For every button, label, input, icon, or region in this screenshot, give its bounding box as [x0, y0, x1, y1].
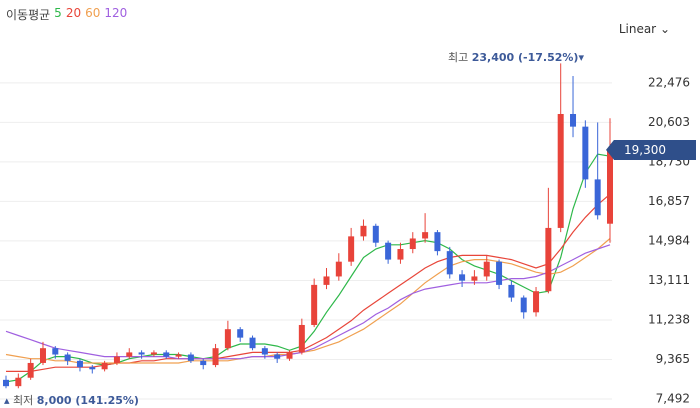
- candle-body: [163, 352, 170, 357]
- candle-body: [76, 360, 83, 368]
- high-label: 최고: [448, 51, 469, 64]
- legend-entry[interactable]: 60: [85, 6, 101, 20]
- candle-body: [409, 238, 416, 250]
- candle-body: [533, 291, 540, 313]
- candle-body: [52, 348, 59, 355]
- candle-body: [311, 284, 318, 325]
- candle-body: [15, 377, 22, 387]
- y-tick-label: 9,365: [656, 352, 690, 366]
- legend-entry[interactable]: 20: [65, 6, 82, 20]
- ma-line: [6, 193, 611, 372]
- ma-line: [5, 244, 611, 360]
- candle-body: [113, 356, 120, 363]
- candle-body: [422, 232, 429, 239]
- candle-body: [39, 348, 46, 363]
- candle-body: [274, 354, 281, 359]
- candle-body: [101, 362, 108, 370]
- candle-body: [594, 179, 601, 216]
- candle-body: [27, 362, 34, 378]
- low-arrow: ▴: [4, 394, 10, 407]
- y-tick-label: 13,111: [648, 273, 690, 287]
- y-tick-label: 11,238: [648, 312, 690, 326]
- legend-entry[interactable]: 5: [54, 6, 62, 20]
- low-label: 최저: [13, 394, 34, 407]
- candle-body: [508, 284, 515, 298]
- last-price-tag: 19,300: [614, 139, 696, 160]
- candle-body: [261, 348, 268, 355]
- legend-entry[interactable]: 120: [104, 6, 128, 20]
- high-text: 23,400 (-17.52%): [471, 51, 579, 64]
- low-annotation: ▴ 최저 8,000 (141.25%): [4, 392, 139, 408]
- candle-body: [545, 227, 552, 292]
- candle-body: [385, 242, 392, 260]
- candle-body: [89, 367, 96, 370]
- scale-toggle[interactable]: Linear ⌄: [619, 22, 670, 36]
- candle-body: [323, 276, 330, 285]
- candle-body: [175, 354, 182, 357]
- candle-body: [212, 348, 219, 366]
- high-arrow: ▾: [578, 51, 584, 64]
- candle-body: [64, 354, 71, 361]
- candle-body: [138, 352, 145, 355]
- high-annotation: 최고 23,400 (-17.52%)▾: [448, 49, 584, 65]
- candle-body: [286, 352, 293, 359]
- candle-body: [3, 379, 9, 387]
- candle-body: [200, 360, 207, 366]
- candle-body: [397, 249, 404, 260]
- y-tick-label: 7,492: [656, 391, 690, 405]
- candle-body: [434, 232, 441, 252]
- candle-body: [150, 352, 157, 355]
- candle-body: [520, 297, 527, 313]
- candle-body: [570, 113, 577, 127]
- candle-body: [607, 149, 613, 224]
- legend: 이동평균 5 20 60 120: [6, 6, 127, 23]
- candle-body: [360, 225, 367, 237]
- candle-body: [582, 126, 589, 180]
- y-tick-label: 22,476: [648, 75, 690, 89]
- candle-body: [459, 274, 466, 281]
- candle-body: [298, 324, 305, 353]
- candle-body: [446, 251, 453, 275]
- low-text: 8,000 (141.25%): [36, 394, 139, 407]
- candle-body: [224, 329, 231, 349]
- scale-label: Linear: [618, 22, 657, 36]
- candle-body: [372, 225, 379, 243]
- candle-body: [249, 337, 256, 349]
- legend-title: 이동평균: [6, 8, 51, 22]
- candle-body: [496, 261, 503, 285]
- y-tick-label: 16,857: [648, 194, 690, 208]
- candle-body: [557, 113, 564, 228]
- candle-body: [335, 261, 342, 277]
- last-price-pointer: [606, 139, 614, 160]
- candle-body: [126, 352, 133, 357]
- y-tick-label: 14,984: [648, 233, 690, 247]
- ma-line: [5, 238, 611, 364]
- y-tick-label: 20,603: [648, 115, 690, 129]
- chevron: ⌄: [659, 22, 670, 36]
- candle-body: [187, 354, 194, 361]
- candle-body: [237, 329, 244, 338]
- candle-body: [348, 236, 355, 262]
- candle-body: [483, 261, 490, 277]
- candle-body: [471, 276, 478, 281]
